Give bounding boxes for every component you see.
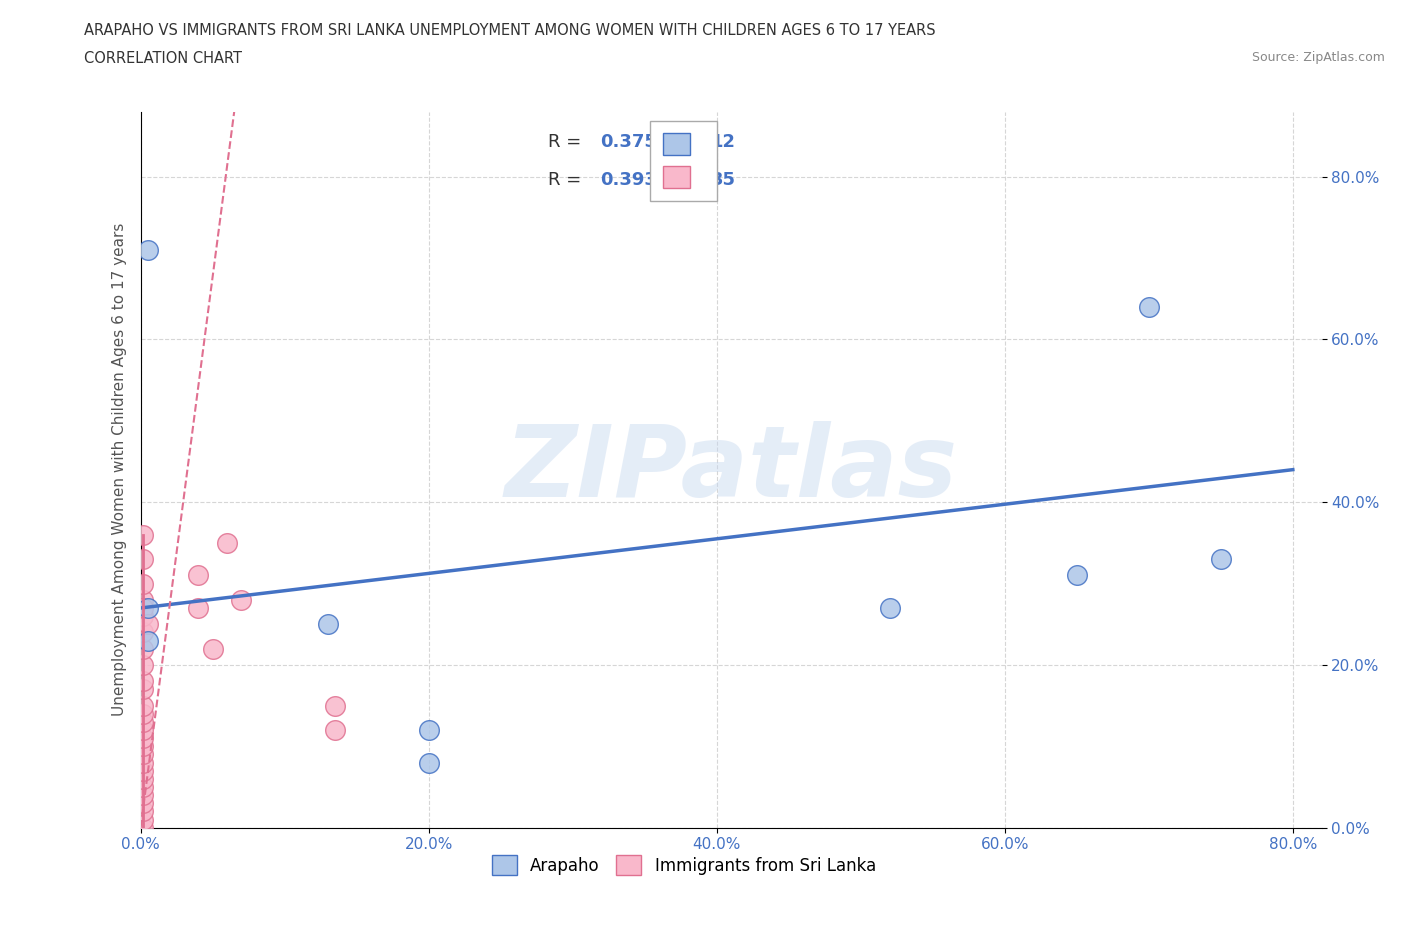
Point: [132, 772, 155, 787]
Point: [132, 731, 155, 746]
Point: [132, 576, 155, 591]
Point: [132, 592, 155, 607]
Text: 12: 12: [711, 133, 737, 151]
Point: [132, 812, 155, 827]
Point: [132, 820, 155, 835]
Text: 0.375: 0.375: [600, 133, 657, 151]
Text: ARAPAHO VS IMMIGRANTS FROM SRI LANKA UNEMPLOYMENT AMONG WOMEN WITH CHILDREN AGES: ARAPAHO VS IMMIGRANTS FROM SRI LANKA UNE…: [84, 23, 936, 38]
Point: [132, 527, 155, 542]
Point: [132, 601, 155, 616]
Point: [132, 609, 155, 624]
Point: [132, 788, 155, 803]
Point: [231, 592, 253, 607]
Point: [132, 673, 155, 688]
Point: [132, 796, 155, 811]
Point: [1066, 568, 1088, 583]
Y-axis label: Unemployment Among Women with Children Ages 6 to 17 years: Unemployment Among Women with Children A…: [111, 223, 127, 716]
Point: [316, 617, 339, 631]
Point: [136, 633, 159, 648]
Point: [132, 738, 155, 753]
Text: 0.393: 0.393: [600, 170, 657, 189]
Point: [132, 779, 155, 794]
Point: [132, 804, 155, 819]
Point: [132, 551, 155, 566]
Point: [132, 714, 155, 729]
Text: R =: R =: [548, 133, 588, 151]
Point: [132, 723, 155, 737]
Text: ZIPatlas: ZIPatlas: [505, 421, 957, 518]
Point: [132, 764, 155, 778]
Point: [132, 625, 155, 640]
Point: [132, 682, 155, 697]
Point: [187, 568, 209, 583]
Text: CORRELATION CHART: CORRELATION CHART: [84, 51, 242, 66]
Point: [215, 536, 238, 551]
Point: [132, 707, 155, 722]
Point: [132, 642, 155, 657]
Point: [201, 642, 224, 657]
Point: [323, 698, 346, 713]
Point: [132, 658, 155, 672]
Text: 35: 35: [711, 170, 737, 189]
Point: [1137, 299, 1160, 314]
Text: R =: R =: [548, 170, 588, 189]
Point: [323, 723, 346, 737]
Point: [132, 747, 155, 762]
Text: N =: N =: [651, 133, 703, 151]
Point: [132, 755, 155, 770]
Legend: Arapaho, Immigrants from Sri Lanka: Arapaho, Immigrants from Sri Lanka: [484, 847, 884, 884]
Point: [418, 755, 440, 770]
Text: Source: ZipAtlas.com: Source: ZipAtlas.com: [1251, 51, 1385, 64]
Point: [418, 723, 440, 737]
Point: [136, 617, 159, 631]
Point: [1209, 551, 1232, 566]
Point: [187, 601, 209, 616]
Point: [132, 698, 155, 713]
Point: [136, 601, 159, 616]
Point: [136, 243, 159, 258]
Text: N =: N =: [651, 170, 703, 189]
Point: [879, 601, 901, 616]
